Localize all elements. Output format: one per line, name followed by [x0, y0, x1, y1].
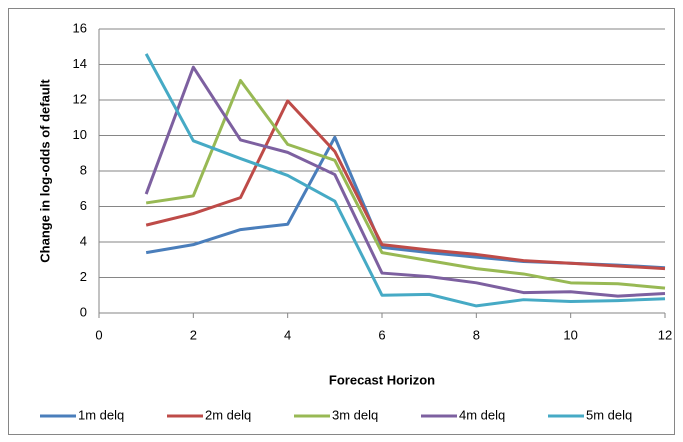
series-line [144, 65, 666, 298]
x-tick-label: 4 [284, 327, 291, 342]
y-tick-label: 16 [73, 20, 87, 35]
legend-label: 2m delq [205, 407, 251, 422]
x-tick-label: 0 [95, 327, 102, 342]
series-line [145, 99, 666, 271]
series-line [145, 78, 666, 290]
legend-label: 3m delq [332, 407, 378, 422]
y-tick-label: 12 [73, 91, 87, 106]
legend-label: 5m delq [586, 407, 632, 422]
x-tick-label: 2 [190, 327, 197, 342]
legend-label: 1m delq [78, 407, 124, 422]
x-tick-label: 6 [378, 327, 385, 342]
y-tick-label: 14 [73, 56, 87, 71]
x-tick-label: 10 [563, 327, 577, 342]
series-line [144, 53, 666, 308]
y-tick-label: 4 [80, 233, 87, 248]
x-tick-label: 12 [658, 327, 672, 342]
y-tick-label: 10 [73, 127, 87, 142]
y-tick-label: 0 [80, 304, 87, 319]
x-tick-label: 8 [473, 327, 480, 342]
y-axis-title: Change in log-odds of default [37, 79, 52, 263]
y-tick-label: 2 [80, 269, 87, 284]
y-tick-label: 8 [80, 162, 87, 177]
legend-label: 4m delq [459, 407, 505, 422]
chart-border [8, 8, 675, 435]
x-axis-title: Forecast Horizon [329, 372, 435, 387]
y-tick-label: 6 [80, 198, 87, 213]
